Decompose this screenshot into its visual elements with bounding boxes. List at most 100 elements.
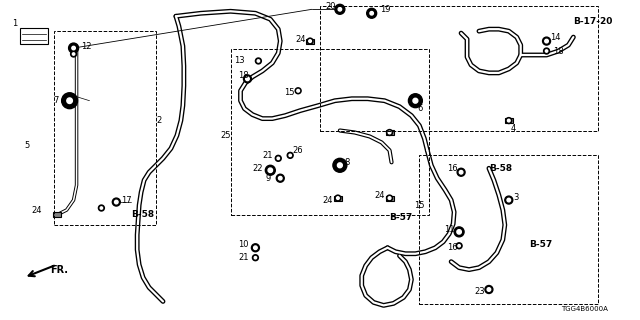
Text: 19: 19 (380, 5, 390, 14)
Text: 8: 8 (345, 158, 350, 167)
Circle shape (72, 53, 75, 55)
Bar (419, 155, 598, 304)
Text: FR.: FR. (50, 265, 68, 275)
Text: 10: 10 (239, 240, 249, 249)
Circle shape (252, 255, 259, 261)
Text: 26: 26 (292, 146, 303, 155)
Text: 6: 6 (417, 104, 423, 113)
Circle shape (505, 196, 513, 204)
Text: 18: 18 (239, 71, 249, 80)
Circle shape (460, 171, 463, 174)
Text: B-58: B-58 (131, 211, 154, 220)
Text: 15: 15 (414, 201, 425, 210)
Bar (20, 28, 48, 44)
Text: 12: 12 (81, 42, 92, 51)
Circle shape (67, 98, 72, 103)
Circle shape (246, 77, 249, 81)
Circle shape (454, 227, 464, 237)
Text: B-57: B-57 (390, 213, 413, 222)
Circle shape (308, 40, 312, 43)
Text: 21: 21 (262, 151, 273, 160)
Circle shape (543, 48, 550, 54)
Bar (385, 196, 394, 201)
Text: 21: 21 (239, 253, 249, 262)
Bar (54, 31, 156, 225)
Text: 17: 17 (121, 196, 132, 204)
Bar (230, 49, 429, 215)
Text: 11: 11 (444, 225, 454, 234)
Text: 1: 1 (12, 19, 17, 28)
Circle shape (61, 93, 77, 109)
Circle shape (266, 165, 275, 175)
Text: B-17-20: B-17-20 (573, 17, 612, 26)
Circle shape (99, 205, 104, 211)
Text: 25: 25 (221, 131, 231, 140)
Bar (385, 130, 394, 135)
Text: 16: 16 (447, 164, 458, 173)
Circle shape (367, 8, 376, 18)
Circle shape (388, 131, 391, 134)
Text: 24: 24 (374, 191, 385, 200)
Circle shape (289, 154, 291, 156)
Circle shape (457, 230, 461, 234)
Text: 14: 14 (550, 33, 561, 42)
Circle shape (115, 200, 118, 204)
Circle shape (253, 246, 257, 250)
Text: 16: 16 (447, 243, 458, 252)
Circle shape (413, 98, 418, 103)
Circle shape (457, 168, 465, 176)
Circle shape (458, 244, 460, 247)
Circle shape (113, 198, 120, 206)
Circle shape (456, 243, 462, 249)
Circle shape (487, 288, 491, 291)
Circle shape (335, 195, 341, 201)
Circle shape (507, 198, 511, 202)
Circle shape (388, 197, 391, 199)
Circle shape (370, 12, 373, 15)
Circle shape (277, 157, 280, 160)
Circle shape (307, 38, 313, 44)
Circle shape (278, 176, 282, 180)
Circle shape (255, 58, 261, 64)
Circle shape (333, 158, 347, 172)
Bar (505, 118, 513, 123)
Text: 13: 13 (234, 56, 245, 66)
Circle shape (387, 195, 392, 201)
Circle shape (387, 130, 392, 135)
Text: TGG4B6000A: TGG4B6000A (561, 306, 608, 312)
Text: 2: 2 (156, 116, 161, 125)
Circle shape (275, 155, 281, 161)
Circle shape (295, 88, 301, 94)
Bar (334, 196, 342, 201)
Circle shape (337, 197, 339, 199)
Circle shape (254, 257, 257, 259)
Text: 4: 4 (511, 124, 516, 133)
Circle shape (543, 37, 550, 45)
Text: 5: 5 (24, 141, 29, 150)
Bar (52, 212, 61, 218)
Circle shape (545, 50, 548, 52)
Text: 7: 7 (54, 96, 59, 105)
Circle shape (257, 60, 260, 62)
Circle shape (243, 75, 252, 83)
Text: 24: 24 (32, 205, 42, 214)
Text: 23: 23 (474, 287, 484, 296)
Text: 24: 24 (295, 35, 306, 44)
Bar (320, 6, 598, 131)
Circle shape (268, 168, 273, 172)
Circle shape (100, 207, 102, 209)
Text: 18: 18 (554, 46, 564, 56)
Circle shape (297, 89, 300, 92)
Text: B-58: B-58 (489, 164, 512, 173)
Text: 22: 22 (252, 164, 263, 173)
Circle shape (408, 94, 422, 108)
Circle shape (70, 51, 77, 57)
Circle shape (252, 244, 259, 252)
Circle shape (72, 46, 76, 50)
Text: 24: 24 (322, 196, 333, 204)
Circle shape (338, 8, 342, 11)
Text: 20: 20 (325, 2, 335, 11)
Circle shape (276, 174, 284, 182)
Circle shape (506, 117, 512, 124)
Text: 9: 9 (266, 174, 271, 183)
